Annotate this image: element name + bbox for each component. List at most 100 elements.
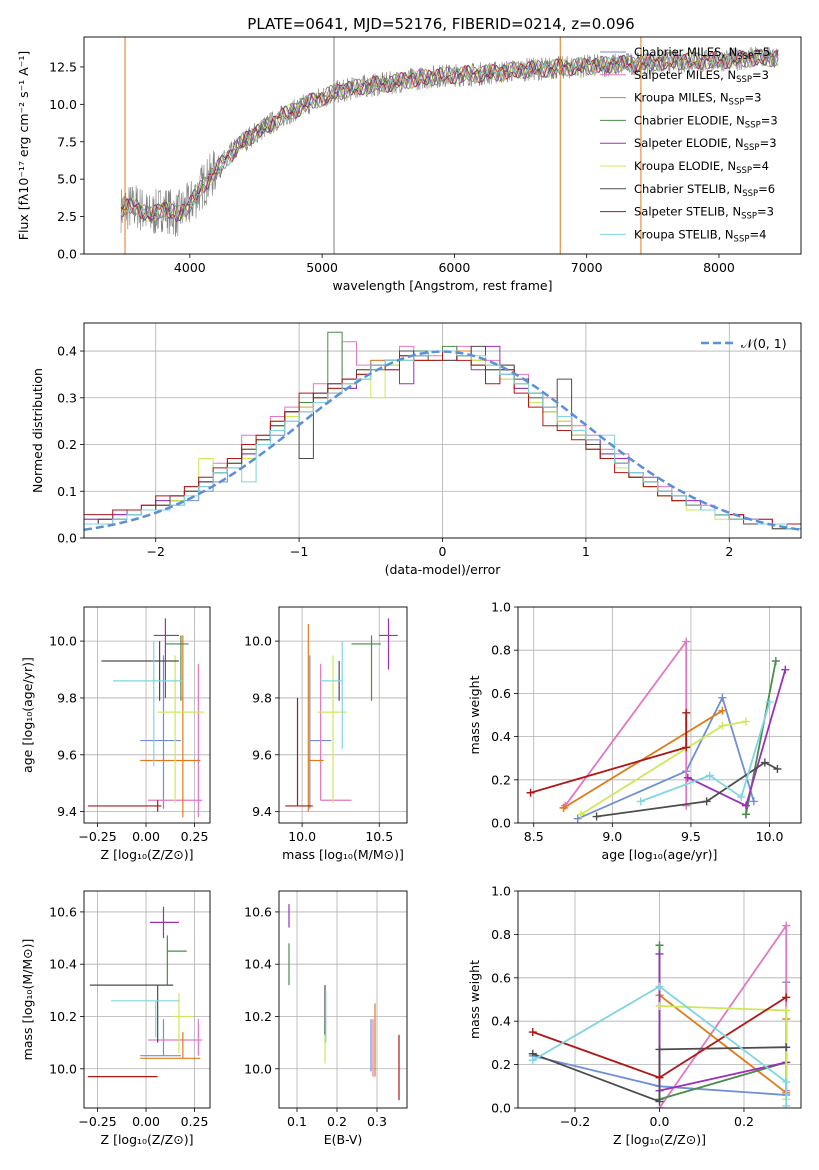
legend-tail: =3 (761, 113, 778, 127)
y-tick-label: 9.6 (57, 747, 77, 762)
legend-label: Chabrier ELODIE, NSSP=3 (634, 113, 778, 130)
y-tick-label: 10.4 (49, 957, 77, 972)
legend-tail: =6 (758, 182, 775, 196)
y-tick-label: 0.1 (57, 484, 77, 499)
y-tick-label: 10.6 (49, 904, 77, 919)
weight-marker (655, 941, 664, 950)
y-tick-label: 9.4 (57, 804, 77, 819)
y-tick-label: 0.4 (57, 344, 77, 359)
z-mass-panel: −0.25 0.00 0.25 10.0 10.2 10.4 10.6 Z [log₁₀(Z/… (20, 890, 211, 1147)
x-axis-label: wavelength [Angstrom, rest frame] (332, 278, 552, 293)
axes-frame (83, 322, 802, 539)
weight-marker (773, 765, 782, 773)
x-tick-label: 0.2 (327, 1114, 347, 1129)
x-tick-label: 5000 (306, 260, 338, 275)
x-tick-label: 0 (439, 544, 447, 559)
x-tick-label: 2 (725, 544, 733, 559)
weight-marker (655, 1097, 664, 1106)
y-tick-label: 10.0 (244, 634, 272, 649)
weight-marker (781, 665, 790, 674)
z-age-panel: −0.25 0.00 0.25 9.4 9.6 9.8 10.0 Z [log₁₀(Z/Z⊙)… (20, 606, 211, 862)
x-axis-label: Z [log₁₀(Z/Z⊙)] (101, 1132, 194, 1147)
x-tick-label: −1 (290, 544, 308, 559)
weight-marker (749, 797, 758, 806)
y-tick-label: 0.3 (57, 390, 77, 405)
weight-line-salpeter-miles (564, 638, 688, 807)
weight-line-chabrier-miles (577, 695, 755, 820)
spectrum-model-kroupa-stelib (120, 49, 779, 219)
weight-marker (705, 771, 714, 780)
x-tick-label: 0.3 (367, 1114, 387, 1129)
x-tick-label: 0.00 (132, 829, 160, 844)
weight-marker (737, 793, 746, 802)
axes-frame (278, 890, 408, 1109)
y-tick-label: 0.4 (491, 729, 511, 744)
spectrum-data-line (120, 46, 779, 237)
x-axis-label: Z [log₁₀(Z/Z⊙)] (613, 1132, 706, 1147)
weight-marker (741, 801, 750, 810)
weight-marker (782, 1077, 791, 1086)
legend-label: Salpeter STELIB, NSSP=3 (634, 205, 774, 222)
x-axis-label: E(B-V) (324, 1132, 363, 1147)
weight-marker (718, 706, 727, 715)
legend-tail: =4 (749, 227, 766, 241)
legend-tail: =5 (753, 45, 770, 59)
weight-line-salpeter-elodie (658, 953, 787, 1092)
weight-line-chabrier-stelib (596, 761, 778, 818)
plot-area (84, 323, 801, 538)
axes-frame (278, 606, 408, 824)
plot-area (279, 607, 407, 823)
weight-marker (682, 637, 691, 646)
y-tick-label: 10.0 (49, 1061, 77, 1076)
figure-title: PLATE=0641, MJD=52176, FIBERID=0214, z=0… (247, 15, 634, 33)
y-tick-label: 9.6 (252, 747, 272, 762)
y-axis-label: mass [log₁₀(M/M⊙)] (20, 939, 35, 1061)
weight-marker (528, 1028, 537, 1037)
y-axis-label: Flux [fλ10⁻¹⁷ erg cm⁻² s⁻¹ A⁻¹] (16, 51, 31, 240)
x-tick-label: 0.2 (734, 1114, 754, 1129)
axes-frame (83, 890, 211, 1109)
x-tick-label: 9.5 (681, 829, 701, 844)
weight-marker (655, 1002, 664, 1011)
y-tick-label: 10.2 (49, 1009, 77, 1024)
weight-marker (771, 657, 780, 665)
y-tick-label: 0.2 (491, 1057, 511, 1072)
y-tick-label: 10.0 (49, 97, 77, 112)
weight-line-kroupa-stelib (640, 701, 771, 803)
x-tick-label: 0.1 (287, 1114, 307, 1129)
weight-marker (718, 721, 727, 730)
legend-subscript: SSP (745, 120, 761, 130)
weight-marker (655, 949, 664, 958)
age-weight-panel: 8.5 9.0 9.5 10.0 0.0 0.2 0.4 0.6 0.8 1.0 age [log₁… (467, 600, 802, 862)
normal-curve (84, 350, 801, 532)
plot-area (84, 891, 210, 1108)
legend-label: Salpeter ELODIE, NSSP=3 (634, 136, 777, 153)
x-axis-label: mass [log₁₀(M/M⊙)] (282, 847, 404, 862)
y-tick-label: 5.0 (57, 172, 77, 187)
x-tick-label: 1 (582, 544, 590, 559)
weight-marker (741, 810, 750, 819)
y-tick-label: 7.5 (57, 134, 77, 149)
legend-label: 𝒩(0, 1) (741, 336, 787, 351)
y-tick-label: 0.0 (491, 816, 511, 831)
y-tick-label: 0.0 (57, 531, 77, 546)
x-tick-label: 0.25 (181, 1114, 209, 1129)
axes-frame (83, 36, 802, 255)
legend-tail: =4 (752, 159, 769, 173)
y-tick-label: 0.0 (57, 247, 77, 262)
x-tick-label: 8.5 (524, 829, 544, 844)
x-tick-label: 10.5 (365, 829, 393, 844)
legend-subscript: SSP (742, 189, 758, 199)
legend-tail: =3 (752, 68, 769, 82)
plot-area (84, 607, 210, 823)
x-axis-label: (data-model)/error (385, 562, 502, 577)
x-tick-label: 0.0 (650, 1114, 670, 1129)
weight-marker (592, 812, 601, 821)
y-tick-label: 0.6 (491, 970, 511, 985)
x-tick-label: 4000 (174, 260, 206, 275)
x-tick-label: 0.00 (132, 1114, 160, 1129)
legend-subscript: SSP (744, 143, 760, 153)
legend-subscript: SSP (737, 52, 753, 62)
legend-label: Salpeter MILES, NSSP=3 (634, 68, 769, 85)
